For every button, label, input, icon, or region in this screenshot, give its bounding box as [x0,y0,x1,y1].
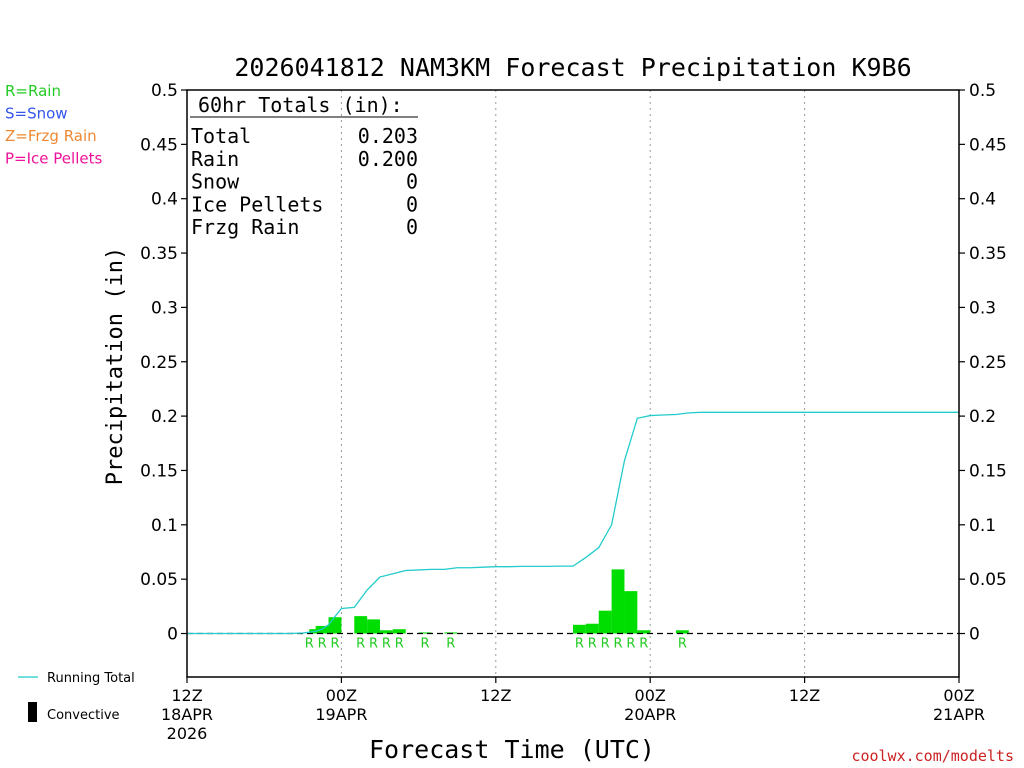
x-tick-time: 00Z [943,686,974,705]
y-tick-label-right: 0.1 [969,516,996,536]
legend-entry: S=Snow [5,105,68,123]
x-tick-date: 20APR [624,705,676,724]
y-tick-label-right: 0.25 [969,353,1007,373]
totals-row-value: 0.203 [358,124,418,148]
ptype-legend: R=Rain S=Snow Z=Frzg Rain P=Ice Pellets [5,82,102,168]
x-axis-label: Forecast Time (UTC) [369,735,655,764]
y-tick-label-left: 0.5 [151,81,178,101]
y-tick-label-left: 0.15 [140,461,178,481]
precip-bar [675,630,689,634]
y-tick-label-left: 0.3 [151,298,178,318]
totals-row-value: 0.200 [358,147,418,171]
convective-legend-swatch [28,702,37,722]
x-tick-date: 19APR [315,705,367,724]
y-axis-ticks: 0 00.05 0.050.1 0.10.15 0.150.2 0.20.25 0.250.… [140,81,1007,645]
x-tick-time: 12Z [480,686,511,705]
ptype-marker: R [369,637,378,652]
ptype-marker: R [330,637,339,652]
totals-row-value: 0 [406,215,418,239]
running-total-line [187,411,959,635]
chart-title: 2026041812 NAM3KM Forecast Precipitation… [234,53,911,82]
ptype-marker: R [382,637,391,652]
y-tick-label-right: 0.15 [969,461,1007,481]
y-tick-label-left: 0.35 [140,244,178,264]
totals-row-label: Rain [191,147,239,171]
grid-lines [340,90,806,677]
ptype-marker: R [421,637,430,652]
convective-legend-label: Convective [47,708,120,723]
ptype-marker: R [305,637,314,652]
totals-row-label: Frzg Rain [191,215,299,239]
y-tick-label-left: 0.4 [151,190,178,210]
precip-bar [354,616,368,634]
legend-entry: P=Ice Pellets [5,150,102,168]
y-tick-label-left: 0.25 [140,353,178,373]
y-tick-label-left: 0.45 [140,135,178,155]
precip-bar [418,632,432,634]
totals-row-label: Total [191,124,251,148]
totals-row-label: Ice Pellets [191,192,323,216]
legend-entry: Z=Frzg Rain [5,127,97,145]
y-tick-label-right: 0.5 [969,81,996,101]
y-tick-label-right: 0.05 [969,570,1007,590]
precip-bars [309,569,689,634]
precip-bar [585,623,599,634]
x-tick-time: 00Z [326,686,357,705]
ptype-marker: R [575,637,584,652]
ptype-marker: R [626,637,635,652]
precip-bar [380,630,393,634]
ptype-marker: R [395,637,404,652]
y-tick-label-left: 0.05 [140,570,178,590]
ptype-marker: R [678,637,687,652]
precip-bar [573,624,586,634]
precip-bar [611,569,625,634]
y-tick-label-left: 0.2 [151,407,178,427]
y-tick-label-right: 0.4 [969,190,996,210]
ptype-marker: R [601,637,610,652]
y-tick-label-right: 0.45 [969,135,1007,155]
x-tick-date: 21APR [933,705,985,724]
y-tick-label-right: 0.35 [969,244,1007,264]
ptype-marker: R [446,637,455,652]
ptype-marker: R [588,637,597,652]
totals-box: 60hr Totals (in): Total 0.203 Rain 0.200 Sno… [190,93,418,239]
x-tick-time: 12Z [789,686,820,705]
precip-bar [392,629,406,634]
ptype-marker: R [614,637,623,652]
precip-bar [328,617,342,634]
ptype-marker: R [318,637,327,652]
totals-row-value: 0 [406,170,418,194]
legend-entry: R=Rain [5,82,61,100]
precip-bar [637,630,651,634]
y-tick-label-right: 0 [969,625,980,645]
y-tick-label-left: 0.1 [151,516,178,536]
precip-bar [624,591,638,634]
y-axis-label: Precipitation (in) [103,247,128,485]
totals-row-value: 0 [406,192,418,216]
plot-frame [186,89,960,678]
precip-bar [367,619,380,634]
ptype-marker: R [639,637,648,652]
running-total-legend-label: Running Total [47,671,135,686]
totals-row-label: Snow [191,170,240,194]
x-tick-time: 12Z [171,686,202,705]
y-tick-label-right: 0.3 [969,298,996,318]
x-tick-date: 18APR [161,705,213,724]
precip-bar [598,610,612,634]
x-tick-year: 2026 [167,724,208,743]
credit-text: coolwx.com/modelts [851,747,1014,765]
totals-header: 60hr Totals (in): [198,93,403,117]
x-tick-time: 00Z [635,686,666,705]
ptype-marker: R [356,637,365,652]
bottom-legend: Running Total Convective [18,671,135,723]
y-tick-label-right: 0.2 [969,407,996,427]
y-tick-label-left: 0 [167,625,178,645]
